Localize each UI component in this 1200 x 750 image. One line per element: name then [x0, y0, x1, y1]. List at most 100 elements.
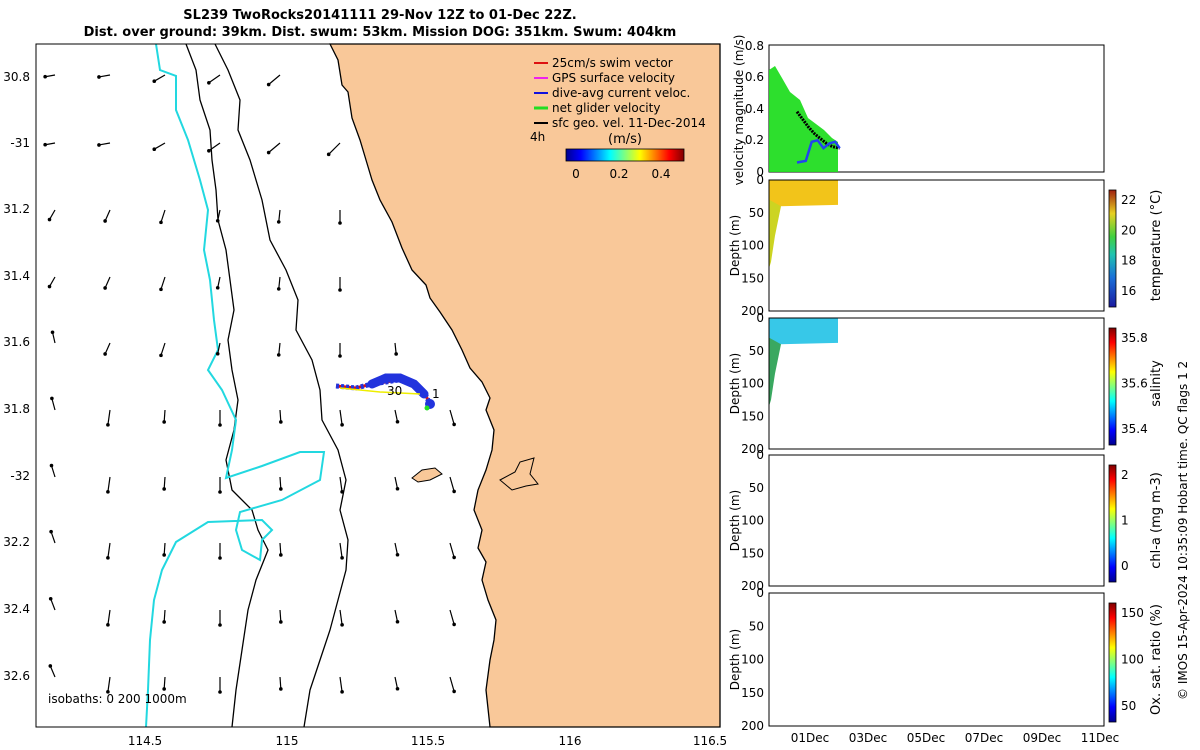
section-ytick: 200 [741, 719, 764, 733]
velocity-arrow-head [276, 353, 281, 357]
colorbar-label: chl-a (mg m-3) [1149, 472, 1164, 569]
velocity-arrow-head [43, 74, 47, 79]
velocity-arrow-head [218, 490, 222, 494]
velocity-arrow [268, 74, 281, 85]
velocity-series-line [795, 110, 841, 150]
section-colorbar [1108, 327, 1117, 446]
map-y-ticks: 30.8 -31 31.2 31.4 31.6 31.8 -32 32.2 32… [3, 70, 30, 683]
map-xtick: 115.5 [411, 734, 445, 748]
colorbar-units: (m/s) [608, 132, 642, 147]
map-panel: 30 1 30.8 -31 31.2 31.4 31.6 31.8 -32 32… [3, 43, 727, 748]
section-ytick: 0 [756, 586, 764, 600]
vel-ytick: 0 [756, 165, 764, 179]
section-ytick: 50 [749, 344, 764, 358]
velocity-arrow-head [218, 623, 222, 627]
map-xtick: 115 [276, 734, 299, 748]
legend-net-glider: net glider velocity [552, 101, 660, 115]
velocity-arrow-head [49, 463, 54, 468]
velocity-arrow [394, 609, 399, 622]
velocity-arrow [208, 142, 221, 152]
colorbar-tick: 0 [1121, 559, 1129, 573]
copyright-footer: © IMOS 15-Apr-2024 10:35:09 Hobart time.… [1176, 361, 1190, 700]
colorbar-label: temperature (°C) [1149, 190, 1164, 302]
velocity-arrow [107, 409, 111, 425]
legend-dive-avg: dive-avg current veloc. [552, 86, 690, 100]
velocity-arrow-head [395, 419, 400, 424]
velocity-arrow-head [106, 623, 110, 627]
section-frame [768, 454, 1105, 587]
velocity-arrow [163, 609, 166, 623]
section-panel-2: 0 50 100 150 200 Depth (m) 22 20 18 16 temperature… [728, 173, 1164, 318]
velocity-series [795, 110, 841, 164]
chart-title-line1: SL239 TwoRocks20141111 29-Nov 12Z to 01-… [183, 8, 577, 23]
velocity-arrow [163, 409, 166, 423]
velocity-arrow-head [162, 620, 166, 624]
map-xtick: 114.5 [128, 734, 162, 748]
velocity-arrow-head [395, 686, 400, 691]
section-ytick: 150 [741, 271, 764, 285]
velocity-arrow [328, 142, 341, 155]
map-ytick: 31.2 [3, 202, 30, 216]
section-data-deep [769, 337, 781, 407]
velocity-arrow-head [48, 596, 53, 601]
velocity-arrow [394, 409, 399, 422]
velocity-arrow-head [207, 149, 211, 153]
section-colorbar [1108, 602, 1117, 723]
velocity-arrow-head [276, 220, 281, 224]
island-rottnest [411, 467, 443, 483]
velocity-arrow-head [395, 486, 400, 491]
map-ytick: 31.4 [3, 269, 30, 283]
map-land [328, 43, 721, 728]
velocity-panel: 0 0.2 0.4 0.6 0.8 velocity magnitude (m/… [732, 35, 1105, 185]
velocity-arrow-head [394, 352, 398, 356]
velocity-arrow-head [50, 396, 54, 401]
vel-ytick: 0.8 [745, 39, 764, 53]
velocity-arrow-head [162, 553, 166, 557]
velocity-arrow [339, 542, 343, 558]
velocity-arrow [268, 142, 281, 153]
velocity-arrow [48, 209, 56, 220]
time-xtick: 07Dec [965, 731, 1004, 745]
velocity-arrow-head [218, 556, 222, 560]
velocity-arrow-head [279, 553, 283, 557]
velocity-arrow-head [162, 487, 166, 491]
velocity-arrow-head [266, 82, 271, 87]
time-xtick: 01Dec [791, 731, 830, 745]
velocity-arrow-head [452, 689, 456, 694]
chart-title-line2: Dist. over ground: 39km. Dist. swum: 53k… [83, 25, 677, 40]
velocity-arrow [50, 465, 56, 478]
map-colorbar [565, 148, 685, 162]
velocity-arrow-head [340, 623, 344, 627]
section-ytick: 0 [756, 173, 764, 187]
isobaths-label: isobaths: 0 200 1000m [48, 692, 187, 706]
section-frame [768, 592, 1105, 727]
velocity-arrow-head [279, 487, 283, 491]
map-ytick: -31 [10, 136, 30, 150]
section-ytick: 0 [756, 448, 764, 462]
velocity-arrow [394, 476, 399, 489]
velocity-arrow [98, 142, 111, 146]
velocity-arrow [449, 409, 455, 425]
isobath-cyan [145, 43, 326, 728]
track-label-30: 30 [387, 384, 402, 398]
velocity-arrow [163, 542, 166, 556]
velocity-arrow-head [106, 423, 110, 427]
velocity-series-line [796, 138, 841, 164]
velocity-arrow-head [279, 420, 283, 424]
isobath-1000m [185, 43, 269, 728]
velocity-arrow-head [48, 664, 53, 668]
colorbar-label: Ox. sat. ratio (%) [1149, 604, 1164, 715]
colorbar-tick: 50 [1121, 699, 1136, 713]
velocity-arrow-head [218, 423, 222, 427]
velocity-arrow [107, 476, 111, 492]
legend-swim-vector: 25cm/s swim vector [552, 56, 673, 70]
section-colorbar [1108, 189, 1117, 308]
velocity-arrow-head [215, 285, 220, 290]
map-ytick: 31.8 [3, 402, 30, 416]
colorbar-tick: 35.6 [1121, 377, 1148, 391]
colorbar-label: salinity [1149, 360, 1164, 407]
velocity-arrow-head [276, 287, 281, 291]
velocity-arrow [449, 476, 455, 492]
velocity-arrow [339, 609, 343, 625]
